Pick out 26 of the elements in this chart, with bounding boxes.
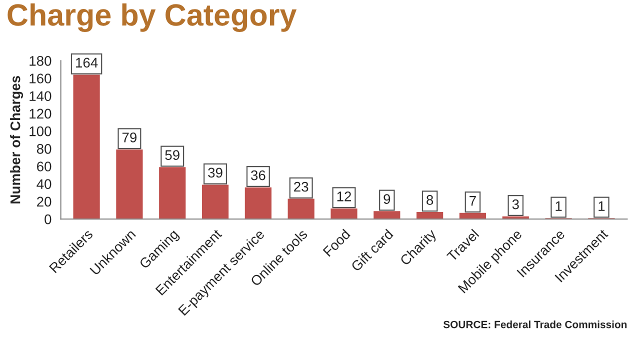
data-label: 1 [598, 201, 605, 211]
y-tick-label: 80 [36, 144, 52, 154]
data-label: 36 [250, 170, 266, 180]
y-tick-label: 160 [30, 74, 52, 84]
y-axis-title: Number of Charges [10, 76, 24, 204]
y-tick-label: 180 [30, 56, 52, 66]
y-tick-label: 60 [37, 162, 52, 172]
chart-title: Charge by Category [8, 3, 297, 32]
data-label: 12 [337, 192, 352, 202]
data-label: 8 [426, 195, 434, 205]
y-tick-label: 100 [30, 126, 52, 136]
y-tick-label: 20 [37, 196, 52, 207]
data-label: 79 [122, 132, 137, 142]
data-label: 23 [294, 182, 308, 192]
data-label: 9 [384, 194, 390, 204]
y-tick-label: 0 [44, 214, 52, 224]
source-note: SOURCE: Federal Trade Commission [443, 320, 627, 328]
data-label: 1 [556, 201, 562, 211]
data-label: 7 [470, 196, 476, 206]
data-label: 3 [512, 199, 519, 210]
y-tick-label: 40 [36, 179, 52, 190]
y-tick-label: 120 [30, 108, 52, 119]
data-label: 164 [76, 58, 98, 68]
data-label: 59 [165, 150, 180, 160]
data-label: 39 [208, 168, 222, 178]
y-tick-label: 140 [30, 91, 52, 102]
